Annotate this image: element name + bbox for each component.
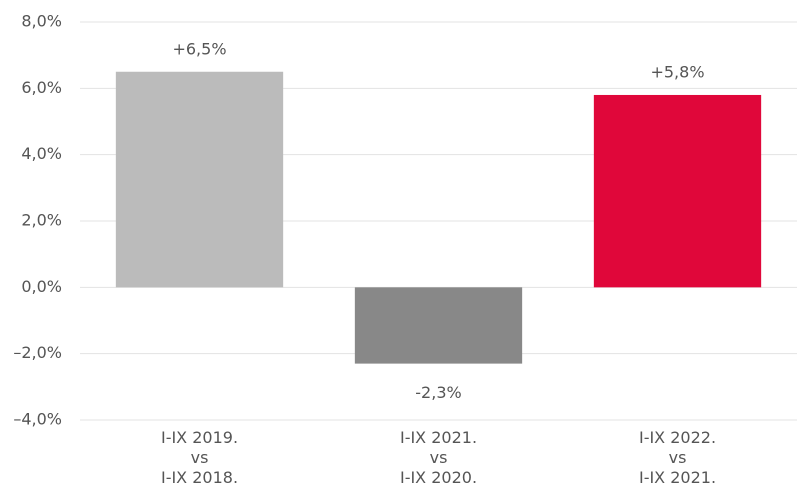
x-tick-label: I-IX 2022. vs I-IX 2021. [638, 428, 717, 487]
x-tick-label: I-IX 2019. vs I-IX 2018. [160, 428, 239, 487]
value-label: -2,3% [415, 383, 461, 402]
x-tick-label: I-IX 2021. vs I-IX 2020. [399, 428, 478, 487]
y-tick-label: 6,0% [21, 78, 62, 97]
bar [354, 287, 523, 364]
y-tick-label: –2,0% [13, 343, 62, 362]
y-tick-label: 0,0% [21, 277, 62, 296]
y-tick-label: –4,0% [13, 410, 62, 429]
bar [593, 94, 762, 288]
y-tick-label: 4,0% [21, 144, 62, 163]
value-label: +6,5% [172, 39, 226, 58]
value-label: +5,8% [650, 62, 704, 81]
y-tick-label: 8,0% [21, 12, 62, 31]
y-tick-label: 2,0% [21, 211, 62, 230]
bar [115, 71, 284, 288]
